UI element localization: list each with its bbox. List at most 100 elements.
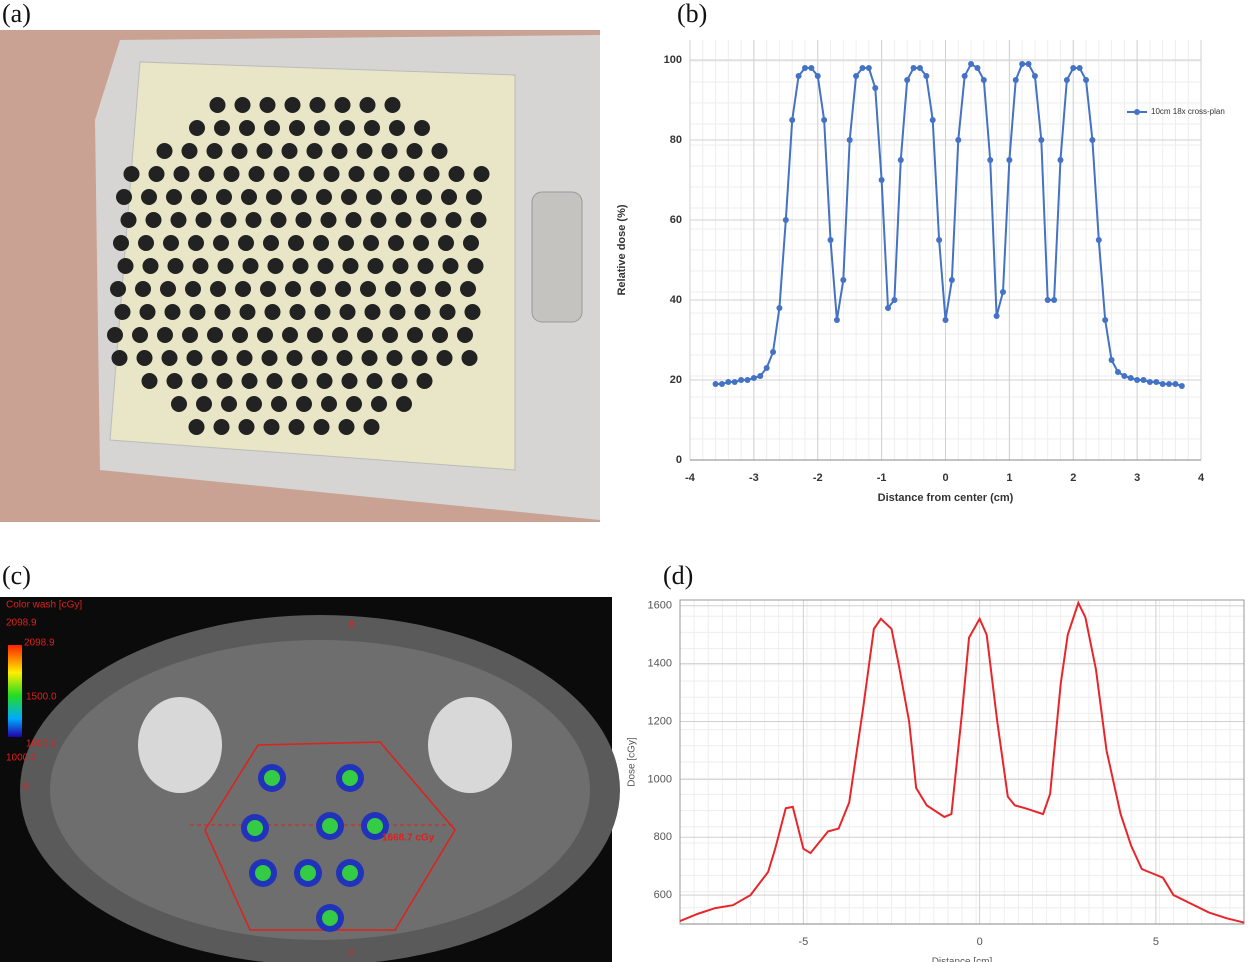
data-point: [1025, 61, 1032, 67]
y-tick-label: 1000: [648, 773, 672, 785]
data-point: [936, 237, 943, 243]
data-point: [833, 317, 840, 323]
hole-pattern: [107, 97, 490, 435]
hole: [317, 258, 334, 274]
hole: [166, 189, 182, 205]
femoral-head: [138, 697, 222, 793]
panel-label: (b): [677, 0, 707, 28]
hole: [346, 396, 362, 412]
x-tick-label: 5: [1153, 936, 1159, 948]
data-point: [968, 61, 975, 67]
data-point: [821, 117, 828, 123]
data-point: [1121, 373, 1128, 379]
x-tick-label: -2: [813, 472, 823, 484]
hole: [438, 235, 454, 251]
y-tick-label: 20: [670, 374, 682, 386]
hole: [135, 281, 151, 297]
hole: [373, 166, 390, 182]
y-tick-label: 0: [676, 454, 682, 466]
panel-label: (c): [2, 561, 31, 590]
hole: [261, 350, 278, 366]
hole: [432, 327, 448, 343]
hole: [241, 373, 258, 389]
hole: [341, 373, 358, 389]
color-bar: [8, 645, 22, 737]
hole: [185, 281, 201, 297]
hole: [396, 396, 412, 412]
hole: [161, 350, 178, 366]
hole: [117, 258, 134, 274]
spot-inner: [367, 818, 383, 834]
x-tick-label: 3: [1134, 472, 1140, 484]
hole: [214, 120, 230, 136]
data-point: [980, 77, 987, 83]
hole: [310, 281, 326, 297]
hole: [460, 281, 476, 297]
hole: [423, 166, 440, 182]
hole: [281, 143, 298, 159]
data-point: [725, 379, 732, 385]
x-axis-label: Distance from center (cm): [878, 492, 1014, 504]
panel-label: (a): [2, 0, 31, 28]
hole: [314, 304, 331, 320]
hole: [111, 350, 128, 366]
hole: [213, 235, 229, 251]
data-point: [840, 277, 847, 283]
hole: [186, 350, 203, 366]
data-point: [1012, 77, 1019, 83]
hole: [341, 189, 357, 205]
data-line: [715, 62, 1183, 387]
hole: [291, 373, 308, 389]
data-point: [999, 289, 1006, 295]
hole: [173, 166, 190, 182]
data-point: [1063, 77, 1070, 83]
hole: [248, 166, 265, 182]
target-contour: [204, 741, 456, 931]
hole: [196, 396, 212, 412]
x-tick-label: -5: [798, 936, 808, 948]
photo-a: [0, 30, 600, 522]
hole: [285, 281, 301, 297]
hole: [166, 373, 183, 389]
legend-marker: [1134, 109, 1140, 115]
data-point: [1153, 379, 1160, 385]
hole: [256, 143, 273, 159]
data-point: [744, 377, 751, 383]
hole: [145, 212, 162, 228]
hole: [398, 166, 415, 182]
hole: [213, 419, 230, 435]
hole: [282, 327, 298, 343]
legend-label: 10cm 18x cross-plan: [1151, 107, 1225, 116]
hole: [381, 143, 398, 159]
data-point: [878, 177, 885, 183]
data-point: [1038, 137, 1045, 143]
hole: [156, 143, 173, 159]
hole: [163, 235, 179, 251]
data-point: [750, 375, 757, 381]
hole: [273, 166, 290, 182]
x-tick-label: -4: [685, 472, 696, 484]
spot-inner: [255, 865, 271, 881]
hole: [371, 396, 387, 412]
hole: [263, 235, 279, 251]
data-point: [1166, 381, 1173, 387]
hole: [466, 189, 482, 205]
hole: [370, 212, 387, 228]
hole: [386, 350, 403, 366]
hole: [217, 258, 234, 274]
hole: [473, 166, 490, 182]
hole: [359, 97, 376, 113]
hole: [286, 350, 303, 366]
hole: [410, 281, 426, 297]
hole: [361, 350, 378, 366]
hole: [216, 373, 233, 389]
hole: [189, 120, 205, 136]
spot-inner: [322, 910, 338, 926]
hole: [367, 258, 384, 274]
hole: [214, 304, 231, 320]
data-point: [1095, 237, 1102, 243]
orientation-p: P: [348, 950, 355, 961]
x-tick-label: -1: [877, 472, 887, 484]
hole: [191, 373, 208, 389]
